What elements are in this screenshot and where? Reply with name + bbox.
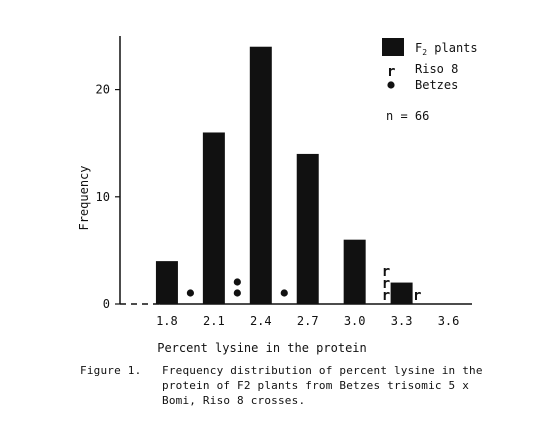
betzes-marker — [233, 289, 241, 297]
legend-riso-symbol: r — [387, 64, 395, 80]
x-axis-label: Percent lysine in the protein — [157, 341, 367, 355]
bar — [390, 282, 413, 304]
bar — [249, 46, 272, 304]
x-tick-label: 3.6 — [438, 314, 460, 328]
bar — [202, 132, 225, 304]
betzes-marker — [233, 278, 241, 286]
caption-line: protein of F2 plants from Betzes trisomi… — [162, 379, 470, 392]
axis-ticks: 0 10 20 1.8 2.1 2.4 2.7 3.0 3.3 3.6 — [96, 83, 460, 328]
x-tick-label: 2.1 — [203, 314, 225, 328]
y-axis-label: Frequency — [77, 165, 91, 230]
bars — [155, 46, 413, 304]
legend-label-riso: Riso 8 — [415, 62, 458, 76]
x-tick-label: 3.3 — [391, 314, 413, 328]
x-tick-label: 1.8 — [156, 314, 178, 328]
y-tick-label: 0 — [103, 297, 110, 311]
legend-bar-swatch — [382, 38, 404, 56]
betzes-marker — [280, 289, 288, 297]
legend-label-betzes: Betzes — [415, 78, 458, 92]
bar — [343, 239, 366, 304]
x-tick-label: 3.0 — [344, 314, 366, 328]
caption-label: Figure 1. — [80, 364, 142, 377]
riso-marker: r — [382, 276, 390, 292]
legend-betzes-symbol — [387, 81, 395, 89]
x-tick-label: 2.4 — [250, 314, 272, 328]
x-tick-label: 2.7 — [297, 314, 319, 328]
y-tick-label: 20 — [96, 83, 110, 97]
riso-marker: r — [413, 288, 421, 304]
bar — [155, 261, 178, 304]
caption-text: Frequency distribution of percent lysine… — [162, 363, 542, 408]
betzes-marker — [186, 289, 194, 297]
caption-line: Frequency distribution of percent lysine… — [162, 364, 483, 377]
legend-label-f2: F2 plants — [415, 41, 478, 57]
caption-line: Bomi, Riso 8 crosses. — [162, 394, 306, 407]
riso-marker: r — [382, 288, 390, 304]
y-tick-label: 10 — [96, 190, 110, 204]
bar — [296, 153, 319, 304]
legend-sample-size: n = 66 — [386, 109, 429, 123]
riso-marker: r — [382, 264, 390, 280]
legend: F2 plants r Riso 8 Betzes n = 66 — [382, 38, 478, 123]
